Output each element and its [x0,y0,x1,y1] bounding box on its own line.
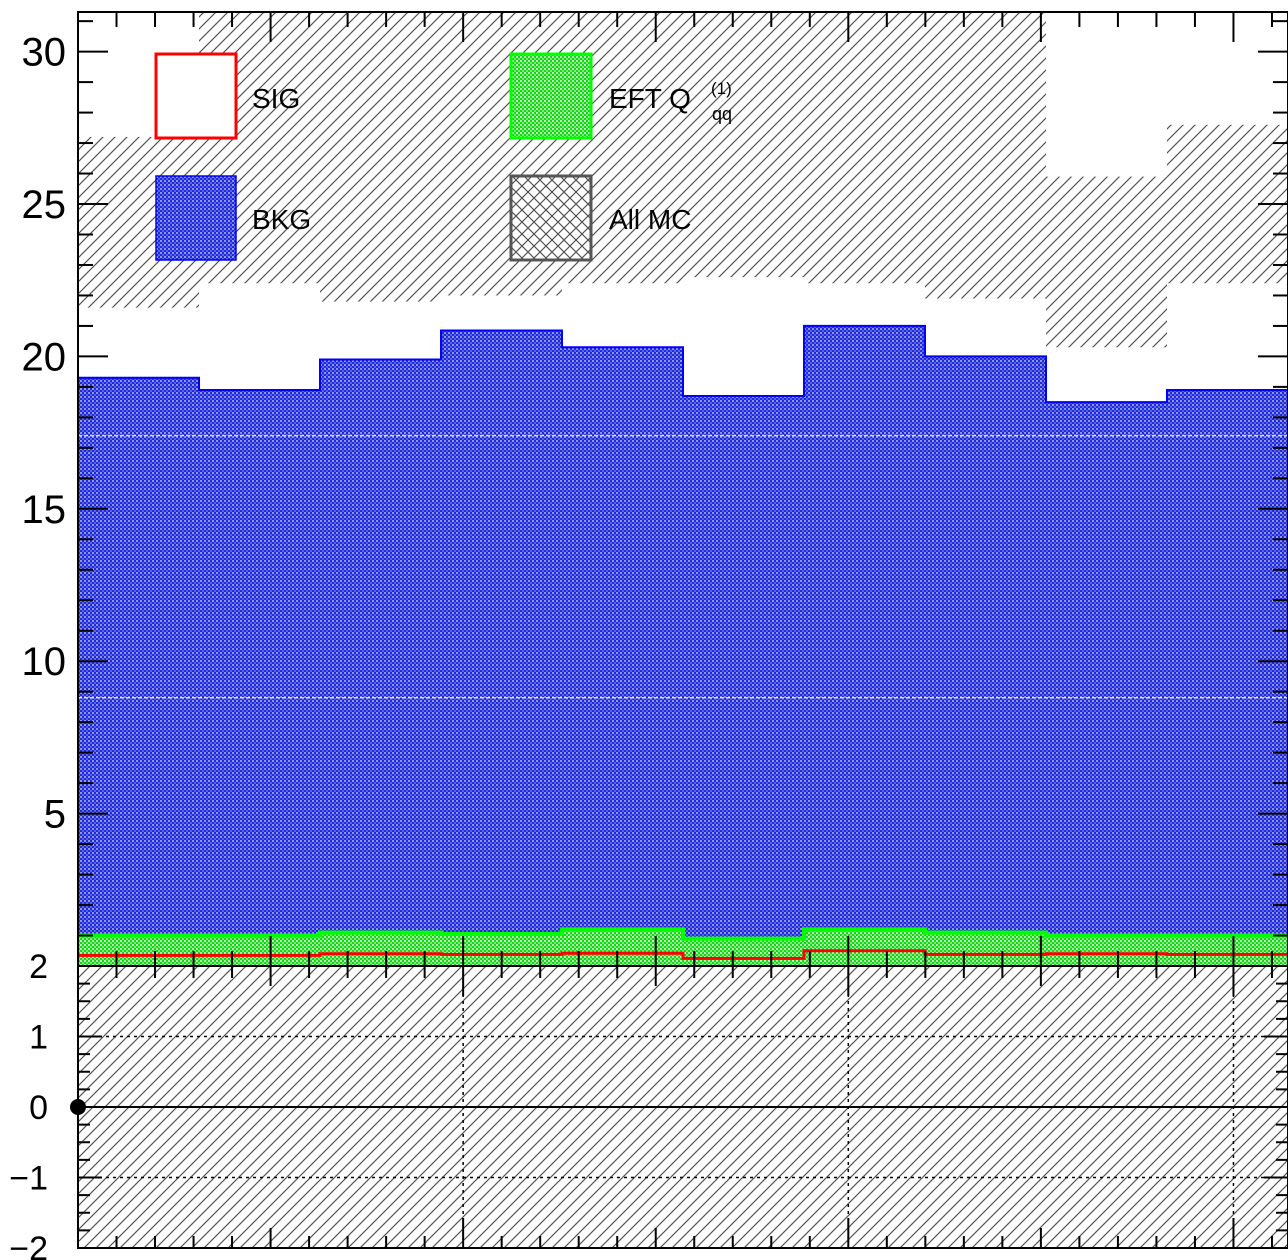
ratio-y-tick-label: 0 [29,1089,48,1127]
all-mc-bin [1046,176,1167,348]
stacked-histogram [78,324,1288,966]
main-y-ticks: 5 10 15 20 25 30 [22,12,1288,966]
ratio-x-tick-label: 0 [68,1253,88,1260]
ratio-x-tick-label: 2 [838,1253,858,1260]
ratio-y-tick-label: −2 [9,1230,48,1260]
legend-label-eft-main: EFT Q [609,83,691,114]
bkg-bin [199,389,320,936]
ratio-points [70,1099,86,1115]
ratio-panel: −2 −1 0 1 2 0 1 2 3 [9,948,1288,1260]
legend-entry-eft: EFT Q (1) qq [509,52,732,140]
bkg-bin [441,330,562,934]
main-panel: 5 10 15 20 25 30 [22,11,1288,967]
legend-swatch-sig [154,52,238,140]
bkg-outline [78,324,1288,404]
legend-label-eft-sup: (1) [711,79,732,98]
legend-swatch-eft [509,52,593,140]
ratio-x-tick-label: 3 [1223,1253,1243,1260]
ratio-y-tick-label: 2 [29,948,48,986]
ratio-x-tick-label: 1 [453,1253,473,1260]
all-mc-bin [319,12,442,302]
ratio-y-tick-label: −1 [9,1160,48,1198]
legend-label-eft: EFT Q (1) qq [609,79,732,124]
ratio-x-ticks: 0 1 2 3 [68,966,1273,1260]
legend: SIG EFT Q (1) qq BKG All MC [154,52,732,262]
legend-entry-all-mc: All MC [509,174,691,262]
main-y-tick-label: 20 [22,335,67,379]
eft-bin [683,938,805,966]
main-y-tick-label: 10 [22,640,67,684]
eft-bin [1166,935,1288,966]
main-y-tick-label: 15 [22,488,67,532]
sig-outline [78,949,1288,960]
all-mc-bin [804,12,925,284]
bkg-bin [78,377,200,936]
bkg-bin [319,359,442,933]
main-y-tick-label: 5 [44,793,66,837]
ratio-grid [78,966,1288,1248]
eft-bin [78,935,200,966]
eft-bin [804,929,925,966]
all-mc-bin [924,12,1047,299]
bkg-bin [561,347,683,930]
bkg-bin [1046,402,1167,936]
ratio-y-ticks: −2 −1 0 1 2 [9,948,1288,1260]
legend-label-eft-sub: qq [712,104,732,124]
eft-outline [78,927,1288,941]
legend-entry-bkg: BKG [155,175,311,261]
eft-bin [319,932,442,966]
main-y-tick-label: 25 [22,183,67,227]
legend-swatch-all-mc [509,174,593,262]
legend-entry-sig: SIG [154,52,300,140]
all-mc-bin [683,12,805,278]
bkg-bin [804,325,925,930]
bkg-bin [683,396,805,939]
eft-bin [199,935,320,966]
legend-label-sig: SIG [252,83,300,114]
ratio-y-tick-label: 1 [29,1019,48,1057]
legend-label-all-mc: All MC [609,204,691,235]
sig-histogram [78,949,1288,960]
legend-label-bkg: BKG [252,204,311,235]
ratio-point [70,1099,86,1115]
all-mc-band [78,12,1288,348]
bkg-bin [924,356,1047,933]
eft-bin [924,932,1047,966]
eft-bin [1046,935,1167,966]
main-y-tick-label: 30 [22,31,67,75]
eft-bin [561,929,683,966]
legend-swatch-bkg [155,175,237,261]
bkg-bin [1166,389,1288,936]
